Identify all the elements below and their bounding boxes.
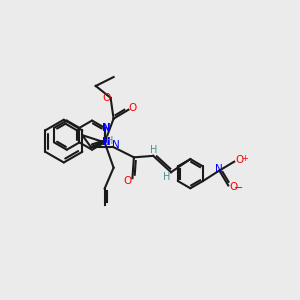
Text: O: O bbox=[230, 182, 238, 192]
Text: N: N bbox=[102, 123, 110, 133]
Text: H: H bbox=[106, 136, 114, 146]
Text: O: O bbox=[129, 103, 137, 113]
Text: H: H bbox=[149, 145, 157, 155]
Text: O: O bbox=[124, 176, 132, 186]
Text: +: + bbox=[241, 154, 248, 163]
Text: N: N bbox=[112, 140, 120, 151]
Text: N: N bbox=[102, 137, 110, 147]
Text: O: O bbox=[236, 155, 244, 165]
Text: −: − bbox=[234, 183, 243, 194]
Text: N: N bbox=[215, 164, 223, 174]
Text: O: O bbox=[102, 93, 110, 103]
Text: H: H bbox=[163, 172, 170, 182]
